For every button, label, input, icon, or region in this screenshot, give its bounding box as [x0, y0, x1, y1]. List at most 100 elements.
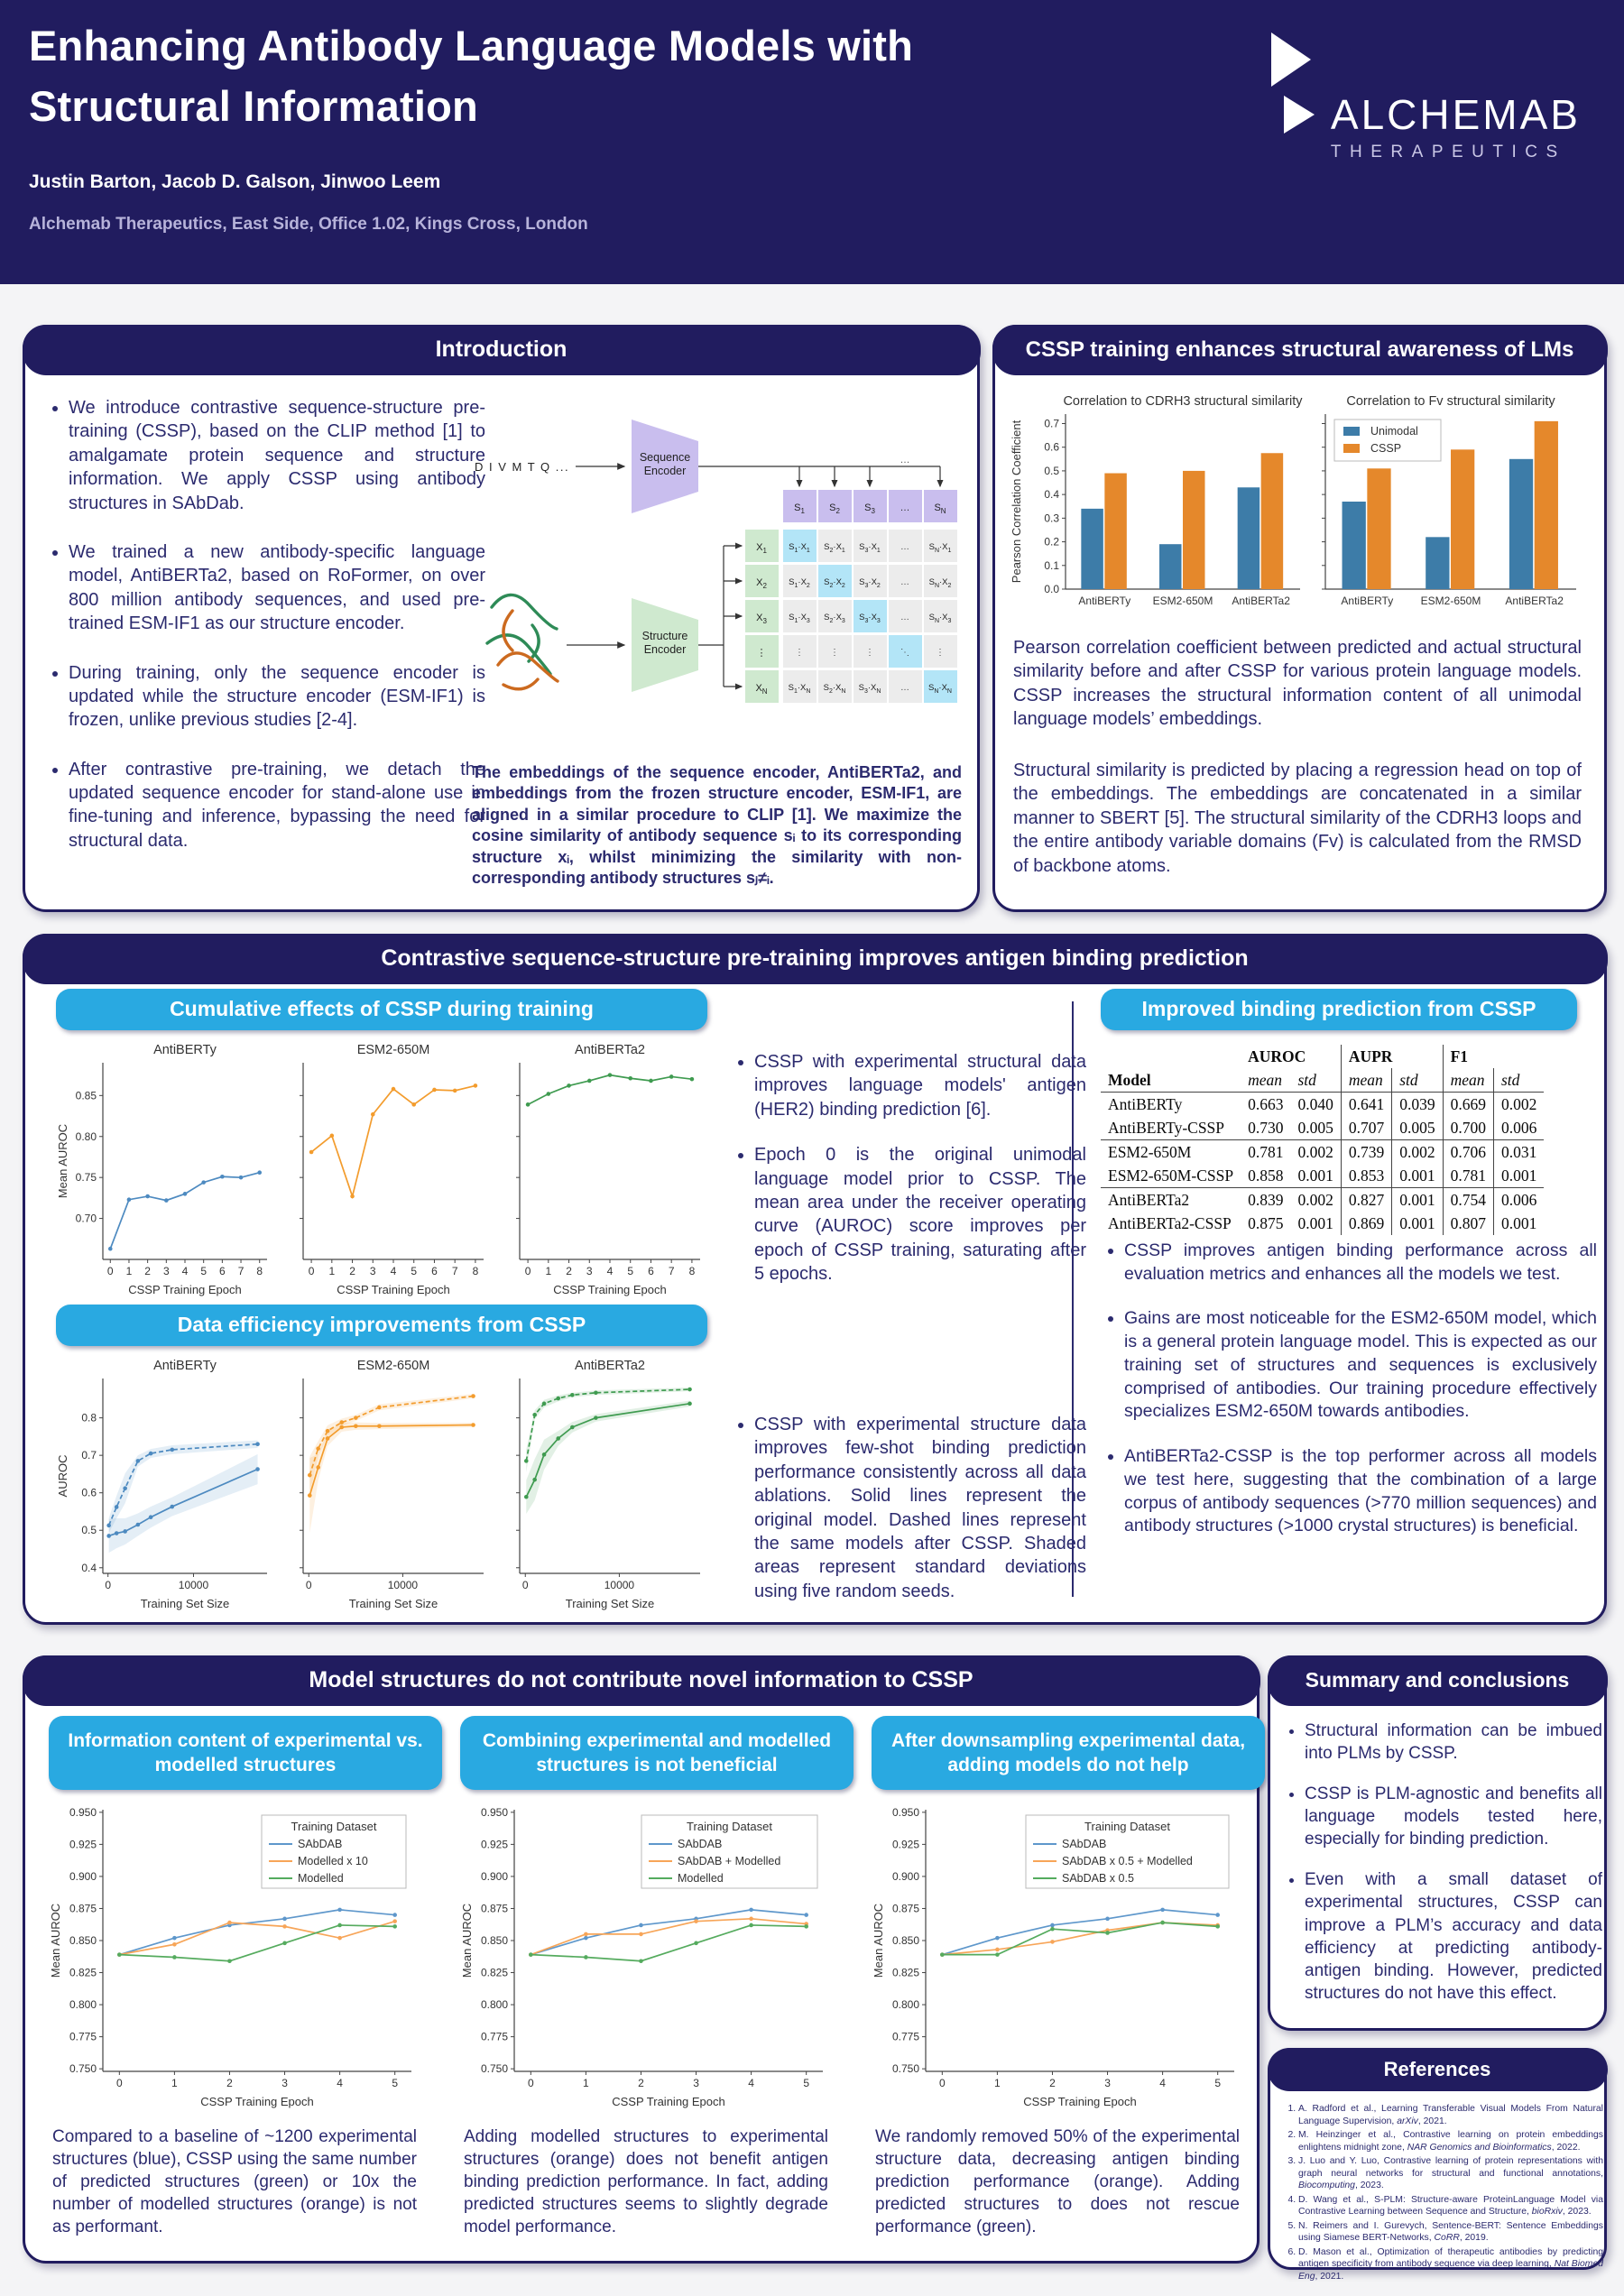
svg-text:…: …	[900, 683, 909, 693]
svg-text:10000: 10000	[179, 1579, 209, 1591]
svg-text:4: 4	[391, 1265, 397, 1277]
chart-cumulative-antiberta2: 0 1 2 3 4 5 6 7 8 AntiBERTa2 CSSP Training Epoch	[516, 1043, 700, 1296]
logo-subtitle: THERAPEUTICS	[1330, 143, 1566, 161]
svg-text:AntiBERTy: AntiBERTy	[1078, 595, 1130, 607]
svg-text:0.85: 0.85	[76, 1089, 97, 1102]
svg-text:4: 4	[1159, 2077, 1166, 2089]
svg-text:7: 7	[238, 1265, 245, 1277]
efficiency-bullet: CSSP with experimental structure data im…	[754, 1413, 1086, 1603]
metrics-table-row: AntiBERTa2 0.839 0.002 0.827 0.001 0.754 0.006	[1101, 1187, 1545, 1212]
introduction-bullets: We introduce contrastive sequence-struct…	[45, 396, 485, 878]
table-bullet: CSSP improves antigen binding performanc…	[1124, 1240, 1597, 1286]
svg-text:5: 5	[1214, 2077, 1221, 2089]
svg-text:6: 6	[219, 1265, 226, 1277]
clip-diagram: D I V M T Q ...SequenceEncoder…S1​S2​S3​…	[475, 420, 957, 703]
svg-text:S1​·X1​: S1​·X1​	[789, 542, 810, 554]
svg-text:S3​·XN​: S3​·XN​	[859, 683, 881, 695]
svg-text:S1​·X3​: S1​·X3​	[789, 613, 810, 624]
reference-item: M. Heinzinger et al., Contrastive learni…	[1298, 2129, 1603, 2153]
pill-downsampling: After downsampling experimental data, ad…	[872, 1716, 1265, 1790]
svg-text:0: 0	[107, 1265, 114, 1277]
alchemab-logo: ALCHEMAB THERAPEUTICS	[1262, 27, 1581, 162]
svg-text:ESM2-650M: ESM2-650M	[1421, 595, 1481, 607]
introduction-bullet: We trained a new antibody-specific langu…	[69, 540, 485, 636]
svg-text:2: 2	[566, 1265, 572, 1277]
pill-data-efficiency: Data efficiency improvements from CSSP	[56, 1305, 707, 1346]
svg-text:0.950: 0.950	[69, 1806, 97, 1819]
svg-text:S2​·X3​: S2​·X3​	[824, 613, 845, 624]
svg-text:⋮: ⋮	[795, 648, 804, 658]
svg-text:0.950: 0.950	[481, 1806, 508, 1819]
chart-efficiency-esm2: 0 10000 ESM2-650M Training Set Size	[300, 1359, 484, 1610]
svg-text:SN​·X2​: SN​·X2​	[929, 577, 952, 589]
svg-text:0.850: 0.850	[69, 1934, 97, 1947]
svg-text:7: 7	[669, 1265, 675, 1277]
metrics-table-row: ESM2-650M-CSSP 0.858 0.001 0.853 0.001 0.781 0…	[1101, 1164, 1545, 1188]
svg-text:CSSP: CSSP	[1370, 442, 1401, 455]
svg-text:Correlation to Fv structural s: Correlation to Fv structural similarity	[1346, 394, 1555, 409]
svg-text:3: 3	[586, 1265, 593, 1277]
svg-text:1: 1	[583, 2077, 589, 2089]
svg-text:2: 2	[144, 1265, 151, 1277]
efficiency-bullets: CSSP with experimental structure data im…	[731, 1413, 1086, 1625]
svg-text:AntiBERTy: AntiBERTy	[153, 1043, 217, 1057]
svg-text:3: 3	[163, 1265, 170, 1277]
svg-text:⋮: ⋮	[830, 648, 839, 658]
svg-text:…: …	[900, 542, 909, 552]
svg-text:0.2: 0.2	[1044, 536, 1059, 549]
summary-bullet: Structural information can be imbued int…	[1305, 1720, 1602, 1765]
svg-text:SAbDAB: SAbDAB	[1062, 1838, 1106, 1850]
svg-text:7: 7	[452, 1265, 458, 1277]
svg-text:0.925: 0.925	[481, 1838, 508, 1850]
awareness-paragraph-2: Structural similarity is predicted by pl…	[1013, 761, 1582, 876]
metrics-table-row: AntiBERTy-CSSP 0.730 0.005 0.707 0.005 0.700 0…	[1101, 1116, 1545, 1140]
metrics-table: AUROC AUPR F1 Model mean std mean std mean std Ant…	[1101, 1045, 1545, 1235]
chart-fv-correlation: AntiBERTy ESM2-650M AntiBERTa2 Correlation …	[1322, 394, 1576, 607]
svg-text:CSSP Training Epoch: CSSP Training Epoch	[337, 1283, 450, 1296]
panel-binding-prediction-header: Contrastive sequence-structure pre-train…	[22, 933, 1608, 984]
training-bullet: Epoch 0 is the original unimodal languag…	[754, 1143, 1086, 1286]
svg-text:S2​·XN​: S2​·XN​	[824, 683, 846, 695]
svg-text:SN​·XN​: SN​·XN​	[928, 683, 952, 695]
svg-text:S3​·X3​: S3​·X3​	[859, 613, 881, 624]
metrics-table-row: AntiBERTa2-CSSP 0.875 0.001 0.869 0.001 0.807…	[1101, 1212, 1545, 1235]
svg-text:0.950: 0.950	[892, 1806, 919, 1819]
svg-text:S3​·X1​: S3​·X1​	[859, 542, 881, 554]
svg-text:ESM2-650M: ESM2-650M	[357, 1359, 430, 1373]
poster-header: Enhancing Antibody Language Models with …	[0, 0, 1624, 284]
svg-text:CSSP Training Epoch: CSSP Training Epoch	[128, 1283, 242, 1296]
svg-text:0.800: 0.800	[481, 1998, 508, 2011]
svg-text:8: 8	[256, 1265, 263, 1277]
svg-text:0.8: 0.8	[81, 1412, 97, 1425]
svg-text:4: 4	[337, 2077, 343, 2089]
svg-text:AntiBERTa2: AntiBERTa2	[1505, 595, 1564, 607]
svg-text:AntiBERTy: AntiBERTy	[153, 1359, 217, 1373]
svg-text:0.7: 0.7	[1044, 417, 1059, 429]
svg-text:⋮: ⋮	[757, 648, 767, 659]
svg-text:0.750: 0.750	[892, 2062, 919, 2075]
svg-text:2: 2	[226, 2077, 233, 2089]
svg-text:1: 1	[994, 2077, 1001, 2089]
svg-text:0.6: 0.6	[81, 1487, 97, 1499]
svg-text:0.825: 0.825	[69, 1967, 97, 1979]
svg-text:Mean AUROC: Mean AUROC	[56, 1124, 69, 1198]
svg-text:AntiBERTa2: AntiBERTa2	[575, 1359, 645, 1373]
svg-text:SN​·X3​: SN​·X3​	[929, 613, 952, 624]
svg-text:ESM2-650M: ESM2-650M	[1153, 595, 1213, 607]
svg-text:3: 3	[693, 2077, 699, 2089]
svg-text:D I V M T Q ...: D I V M T Q ...	[475, 460, 569, 474]
svg-text:X1​: X1​	[756, 542, 767, 555]
poster-title: Enhancing Antibody Language Models with …	[29, 16, 913, 136]
training-bullets: CSSP with experimental structural data i…	[731, 1050, 1086, 1308]
svg-text:0.850: 0.850	[481, 1934, 508, 1947]
table-bullets: CSSP improves antigen binding performanc…	[1101, 1240, 1597, 1560]
svg-text:0.3: 0.3	[1044, 512, 1059, 524]
svg-text:0: 0	[522, 1579, 529, 1591]
svg-text:⋱: ⋱	[900, 648, 909, 658]
svg-text:10000: 10000	[388, 1579, 419, 1591]
svg-text:0: 0	[939, 2077, 946, 2089]
svg-text:0.6: 0.6	[1044, 441, 1059, 454]
svg-text:CSSP Training Epoch: CSSP Training Epoch	[553, 1283, 667, 1296]
svg-text:Training Dataset: Training Dataset	[1084, 1820, 1170, 1833]
svg-text:XN​: XN​	[755, 683, 767, 696]
